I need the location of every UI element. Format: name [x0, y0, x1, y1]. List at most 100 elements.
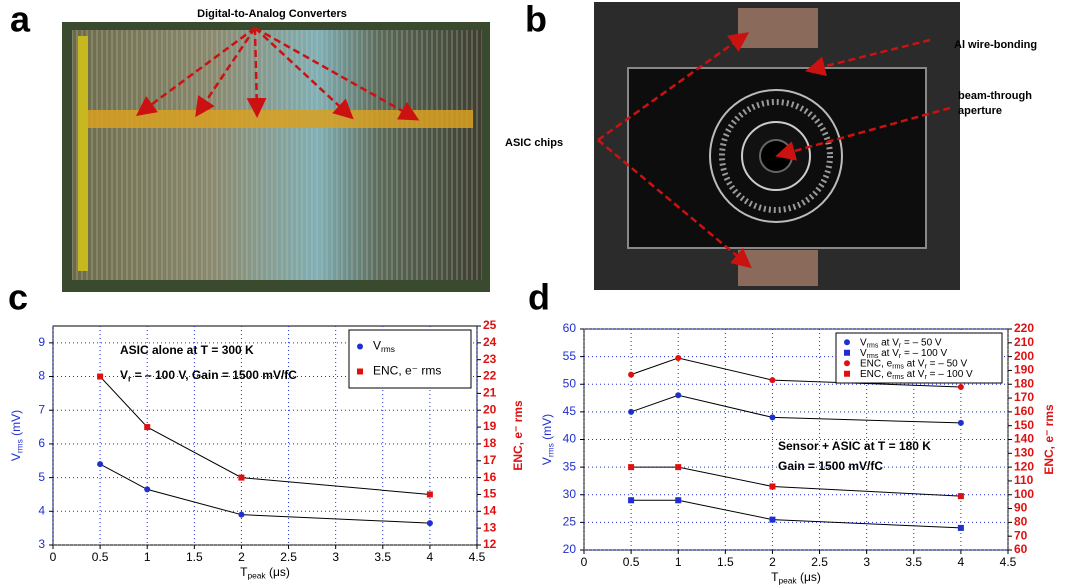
annotation-part: = – 100 V, Gain = 1500 mV/fC	[131, 368, 297, 382]
marker	[97, 461, 104, 468]
marker	[769, 516, 776, 523]
y-tick-label: 50	[563, 376, 577, 390]
annotation-part: ASIC alone at T = 300 K	[120, 343, 254, 357]
y2-tick-label: 180	[1014, 376, 1034, 390]
marker	[769, 377, 776, 384]
series-line	[631, 499, 961, 529]
y2-tick-label: 120	[1014, 459, 1034, 473]
photo-annotation: Digital-to-Analog Converters	[197, 8, 347, 20]
marker	[426, 491, 433, 498]
marker	[144, 486, 151, 493]
y-tick-label: 30	[563, 487, 577, 501]
annotation: Vr = – 100 V, Gain = 1500 mV/fC	[120, 368, 297, 384]
x-axis-label: Tpeak (μs)	[771, 570, 821, 585]
x-tick-label: 2	[238, 550, 245, 564]
x-tick-label: 2.5	[811, 555, 828, 569]
legend-label-part: rms	[867, 353, 879, 360]
legend-label-part: at V	[878, 337, 899, 348]
y2-tick-label: 170	[1014, 390, 1034, 404]
y2-axis-label-part: ENC, e⁻ rms	[511, 400, 525, 471]
x-tick-label: 2.5	[280, 550, 297, 564]
series-line	[99, 463, 430, 524]
y-axis-label-part: (mV)	[9, 410, 23, 439]
legend-label-part: ENC, e	[860, 358, 893, 369]
x-tick-label: 0	[581, 555, 588, 569]
marker	[769, 483, 776, 490]
legend-label-part: at V	[878, 347, 899, 358]
y2-tick-label: 110	[1014, 473, 1034, 487]
legend-label-part: = – 50 V	[901, 337, 942, 348]
x-tick-label: 0.5	[623, 555, 640, 569]
y2-tick-label: 15	[483, 487, 497, 501]
legend-marker	[844, 349, 850, 356]
photo-annotation: aperture	[958, 105, 1002, 117]
legend-label-part: r	[924, 374, 927, 381]
marker	[957, 493, 964, 500]
y2-tick-label: 90	[1014, 501, 1028, 515]
y2-tick-label: 18	[483, 436, 497, 450]
y-tick-label: 8	[38, 369, 45, 383]
legend-label-part: r	[899, 342, 902, 349]
photo-b-arrows	[597, 32, 951, 269]
legend-label: Vrms at Vr = – 50 V	[860, 337, 942, 349]
photo-a-arrows	[135, 26, 420, 121]
panel-label: d	[528, 277, 550, 318]
x-tick-label: 0.5	[92, 550, 109, 564]
marker	[628, 371, 635, 378]
annotation-part: V	[120, 368, 128, 382]
x-tick-label: 3.5	[905, 555, 922, 569]
y-axis-label-part: V	[9, 453, 23, 461]
legend-label-part: at V	[904, 358, 925, 369]
photo-dac-chip	[62, 22, 490, 292]
legend-label-part: V	[860, 347, 867, 358]
y2-tick-label: 140	[1014, 432, 1034, 446]
legend-box	[835, 332, 1003, 384]
y-tick-label: 45	[563, 404, 577, 418]
y2-axis-label: ENC, e⁻ rms	[1042, 404, 1056, 475]
x-tick-label: 1	[144, 550, 151, 564]
legend-label-part: = – 50 V	[927, 358, 968, 369]
marker	[238, 474, 245, 481]
x-tick-label: 1.5	[717, 555, 734, 569]
marker	[426, 520, 433, 527]
y-axis-label-part: rms	[15, 439, 25, 453]
y2-tick-label: 200	[1014, 349, 1034, 363]
y-tick-label: 7	[38, 402, 45, 416]
y2-tick-label: 13	[483, 520, 497, 534]
y-tick-label: 4	[38, 503, 45, 517]
annotation-part: Sensor + ASIC at T = 180 K	[778, 439, 931, 453]
legend-label-part: rms	[867, 342, 879, 349]
legend-marker	[844, 360, 850, 367]
legend-label: Vrms	[373, 339, 395, 355]
y-tick-label: 5	[38, 470, 45, 484]
marker	[628, 497, 635, 504]
y2-tick-label: 19	[483, 419, 497, 433]
y-axis-label-part: (mV)	[540, 414, 554, 443]
y2-tick-label: 24	[483, 335, 497, 349]
legend-label-part: ENC, e	[860, 368, 893, 379]
x-tick-label: 4.5	[469, 550, 486, 564]
y-tick-label: 3	[38, 537, 45, 551]
y-tick-label: 55	[563, 349, 577, 363]
legend-label-part: V	[860, 337, 867, 348]
y-tick-label: 6	[38, 436, 45, 450]
y2-tick-label: 190	[1014, 363, 1034, 377]
panel-label: c	[8, 277, 28, 318]
y-tick-label: 60	[563, 321, 577, 335]
annotation-part: r	[128, 374, 132, 384]
x-axis-label-part: peak	[778, 576, 797, 585]
annotation: Sensor + ASIC at T = 180 K	[778, 439, 931, 453]
legend-label-part: = – 100 V	[927, 368, 973, 379]
legend-label: ENC, erms at Vr = – 50 V	[860, 358, 967, 370]
y2-tick-label: 70	[1014, 528, 1028, 542]
y2-tick-label: 23	[483, 352, 497, 366]
legend-marker	[844, 370, 850, 377]
panel-label: b	[525, 0, 547, 40]
y2-axis-label: ENC, e⁻ rms	[511, 400, 525, 471]
legend-label-part: rms	[892, 374, 904, 381]
x-tick-label: 3	[863, 555, 870, 569]
x-tick-label: 0	[50, 550, 57, 564]
x-tick-label: 3	[332, 550, 339, 564]
marker	[144, 424, 151, 431]
legend-box	[348, 329, 472, 389]
